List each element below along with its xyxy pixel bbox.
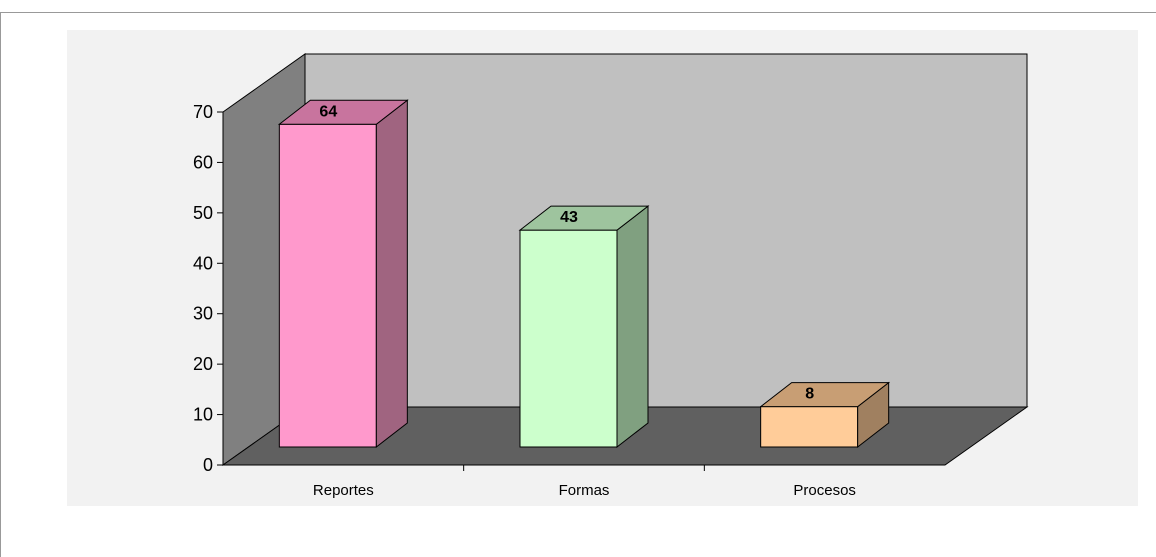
data-label: 8 (805, 386, 814, 403)
y-tick-label: 70 (193, 102, 213, 122)
bar-reportes (277, 99, 409, 449)
category-label: Reportes (313, 482, 374, 499)
bar-side (616, 205, 649, 449)
y-tick-label: 20 (193, 354, 213, 374)
bar-procesos (759, 381, 891, 449)
y-tick-label: 40 (193, 253, 213, 273)
bar-front (278, 123, 377, 448)
bar-side (375, 99, 408, 449)
y-tick-label: 0 (203, 455, 213, 475)
bar-top (277, 99, 409, 125)
bar-front (760, 406, 859, 448)
back-wall (304, 53, 1028, 408)
y-tick-label: 10 (193, 405, 213, 425)
bar-top (759, 382, 891, 408)
data-label: 43 (560, 209, 578, 226)
bar-top (518, 205, 650, 231)
y-tick-label: 30 (193, 304, 213, 324)
y-tick-label: 50 (193, 203, 213, 223)
category-label: Procesos (793, 482, 856, 499)
y-tick-label: 60 (193, 152, 213, 172)
category-label: Formas (559, 482, 610, 499)
bar-front (519, 229, 618, 448)
bar-formas (518, 205, 650, 449)
data-label: 64 (319, 103, 337, 120)
